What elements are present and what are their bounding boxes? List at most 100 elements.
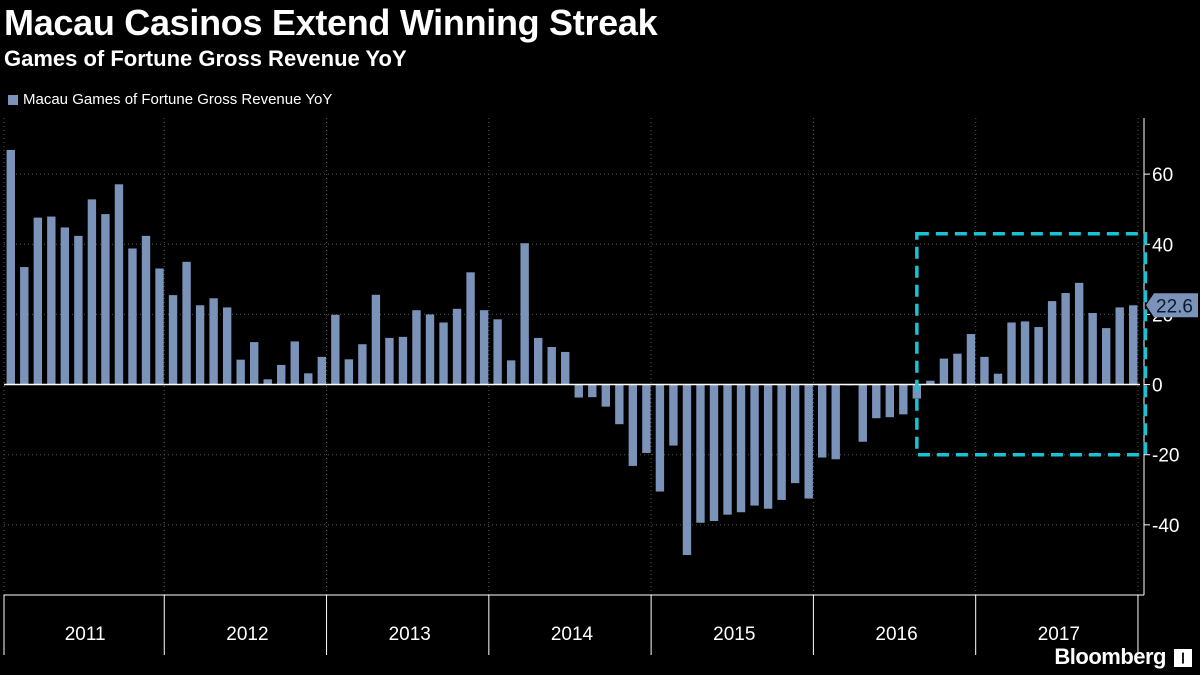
bar bbox=[804, 384, 813, 499]
bar bbox=[128, 248, 137, 385]
bar bbox=[371, 294, 381, 385]
bar bbox=[939, 358, 949, 385]
bar bbox=[561, 351, 570, 385]
bar bbox=[615, 384, 624, 425]
bar bbox=[642, 384, 651, 453]
bar bbox=[74, 235, 83, 385]
legend-swatch bbox=[8, 94, 18, 105]
year-label: 2017 bbox=[1038, 624, 1080, 645]
bar bbox=[574, 384, 583, 398]
bloomberg-mark-icon: ❙ bbox=[1174, 649, 1192, 667]
bar bbox=[696, 384, 705, 523]
bar bbox=[1074, 282, 1084, 385]
bar bbox=[317, 356, 327, 385]
bar bbox=[831, 384, 840, 460]
y-tick-label: 60 bbox=[1152, 165, 1173, 186]
bar bbox=[87, 199, 97, 385]
bar bbox=[980, 356, 989, 385]
bar bbox=[1020, 321, 1030, 385]
bar bbox=[1088, 313, 1097, 385]
highlight-box bbox=[915, 231, 1148, 457]
bar bbox=[777, 384, 786, 500]
bar bbox=[6, 149, 15, 385]
bar bbox=[47, 216, 56, 385]
bar bbox=[1061, 293, 1070, 385]
bar bbox=[763, 384, 773, 509]
bar bbox=[331, 314, 340, 385]
bar bbox=[277, 364, 286, 385]
bar bbox=[655, 384, 665, 492]
y-tick-label: -20 bbox=[1152, 446, 1179, 467]
bar bbox=[520, 243, 529, 385]
bar bbox=[723, 384, 732, 515]
bar bbox=[1129, 305, 1138, 385]
bar bbox=[236, 359, 245, 385]
year-label: 2012 bbox=[226, 624, 268, 645]
bar bbox=[358, 344, 367, 385]
bar bbox=[953, 353, 962, 385]
bar bbox=[114, 184, 124, 385]
bar bbox=[750, 384, 759, 506]
legend: Macau Games of Fortune Gross Revenue YoY bbox=[8, 91, 332, 108]
bar bbox=[1115, 307, 1124, 385]
bloomberg-logo: Bloomberg bbox=[1054, 644, 1166, 669]
bar bbox=[222, 307, 232, 385]
bar bbox=[533, 337, 543, 385]
bar bbox=[249, 342, 259, 385]
bar bbox=[736, 384, 746, 513]
bar bbox=[790, 384, 800, 484]
y-tick-label: -40 bbox=[1152, 516, 1179, 537]
last-value-callout bbox=[1146, 293, 1198, 318]
bar bbox=[466, 272, 475, 385]
bar bbox=[304, 373, 313, 385]
bar bbox=[1047, 301, 1057, 385]
bar bbox=[588, 384, 597, 398]
chart-title: Macau Casinos Extend Winning Streak bbox=[4, 2, 658, 43]
bar bbox=[709, 384, 719, 521]
bar bbox=[141, 235, 151, 385]
bar bbox=[858, 384, 867, 442]
bar bbox=[1034, 327, 1043, 385]
bar bbox=[506, 360, 516, 385]
bar bbox=[817, 384, 827, 458]
year-label: 2014 bbox=[551, 624, 594, 645]
bar bbox=[1007, 322, 1016, 385]
year-label: 2015 bbox=[713, 624, 755, 645]
bar bbox=[601, 384, 611, 407]
year-label: 2016 bbox=[875, 624, 917, 645]
bar bbox=[425, 314, 435, 385]
bar bbox=[101, 214, 110, 385]
y-tick-label: 40 bbox=[1152, 235, 1173, 256]
bar bbox=[993, 373, 1003, 385]
bar bbox=[155, 268, 164, 385]
bar bbox=[385, 337, 394, 385]
bar bbox=[885, 384, 895, 418]
bar bbox=[493, 319, 502, 385]
bar bbox=[290, 341, 299, 385]
chart-subtitle: Games of Fortune Gross Revenue YoY bbox=[4, 46, 407, 71]
bar bbox=[439, 322, 448, 385]
y-tick-label: 0 bbox=[1152, 376, 1163, 397]
bar bbox=[899, 384, 908, 415]
year-label: 2013 bbox=[389, 624, 431, 645]
bar bbox=[20, 267, 29, 385]
last-value-label: 22.6 bbox=[1156, 296, 1193, 317]
bar bbox=[398, 336, 408, 385]
bar bbox=[412, 310, 421, 385]
bar bbox=[452, 308, 462, 385]
year-label: 2011 bbox=[65, 624, 106, 645]
bar bbox=[209, 298, 218, 385]
bar bbox=[182, 261, 191, 385]
bar bbox=[1101, 328, 1111, 385]
bar bbox=[479, 310, 489, 385]
bar bbox=[33, 217, 43, 385]
legend-label: Macau Games of Fortune Gross Revenue YoY bbox=[23, 91, 333, 108]
bar bbox=[628, 384, 638, 466]
bar bbox=[168, 295, 178, 385]
bar bbox=[966, 334, 976, 385]
bar bbox=[682, 384, 692, 556]
bar bbox=[926, 380, 935, 385]
bar bbox=[344, 359, 354, 385]
bar bbox=[669, 384, 678, 446]
